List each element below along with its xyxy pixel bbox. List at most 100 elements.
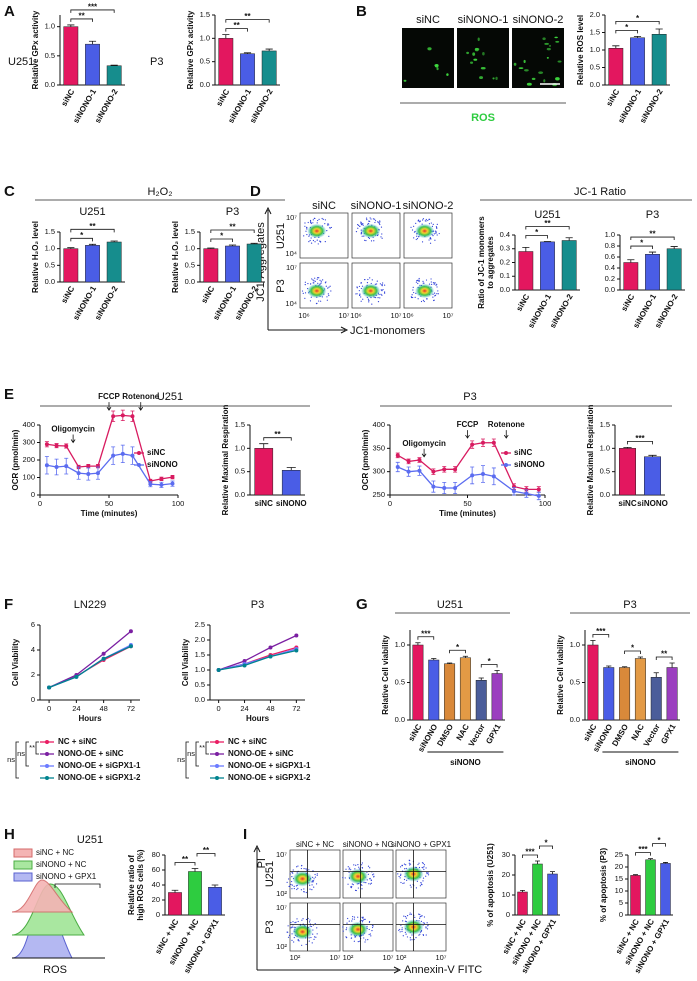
event [380, 236, 382, 238]
event [313, 280, 315, 282]
event [291, 939, 293, 942]
bar [106, 241, 122, 283]
event [319, 300, 322, 302]
y-tick-label: 0.0 [185, 277, 195, 286]
event [362, 919, 364, 922]
sig-label: ** [182, 855, 189, 864]
event [438, 232, 440, 235]
event [378, 222, 380, 224]
legend-label: NONO-OE + siGPX1-2 [228, 773, 311, 782]
point [524, 491, 529, 496]
event [435, 226, 438, 228]
y-axis-label: % of apoptosis (U251) [486, 843, 495, 927]
event [370, 882, 373, 884]
event [297, 887, 299, 889]
point [44, 442, 49, 447]
event [361, 235, 363, 237]
event [364, 941, 366, 943]
legend-marker [45, 752, 49, 756]
group-title: U251 [77, 834, 103, 846]
event [370, 218, 372, 220]
event [425, 218, 427, 221]
event [308, 235, 310, 237]
event [342, 930, 344, 932]
sig-label: ** [274, 430, 281, 439]
event [287, 925, 289, 927]
event [303, 867, 305, 870]
event [360, 223, 363, 226]
event [321, 217, 323, 220]
event [432, 296, 434, 298]
y-tick-label: 2.5 [195, 620, 205, 629]
sig-label: ** [234, 21, 241, 30]
event [409, 860, 411, 862]
y-tick-label: 0 [156, 910, 160, 919]
event [357, 887, 359, 889]
sig-label: ns [177, 755, 185, 764]
flow-tick: 10⁷ [382, 953, 393, 962]
gate [396, 850, 446, 898]
event [328, 286, 330, 288]
col-label: siNC + NC [296, 840, 334, 849]
event [295, 885, 298, 887]
event [364, 239, 366, 241]
flow-tick: 10² [276, 889, 287, 898]
event [402, 882, 404, 885]
event [311, 884, 313, 886]
event [305, 891, 307, 894]
event [384, 284, 386, 286]
y-tick-label: 0.4 [500, 230, 510, 239]
group-label: siNONO [625, 758, 656, 767]
chart-title: P3 [251, 599, 264, 611]
y-tick-label: 0.0 [600, 490, 610, 499]
event [382, 288, 384, 291]
group-title: H₂O₂ [147, 186, 172, 198]
sig-label: *** [88, 2, 98, 11]
event [357, 227, 359, 229]
y-tick-label: 1.5 [185, 227, 195, 236]
event [423, 868, 425, 871]
point [470, 442, 475, 447]
event [379, 221, 381, 223]
event [384, 291, 386, 293]
event [400, 874, 402, 877]
event [429, 218, 431, 220]
panel-letter: A [4, 3, 15, 20]
annotation-arrow [70, 434, 76, 444]
event [308, 940, 310, 942]
sig-bracket [539, 845, 553, 849]
col-label: siNONO-2 [403, 200, 454, 212]
chart-title: LN229 [74, 599, 106, 611]
cell [477, 37, 480, 42]
annotation: FCCP [98, 392, 120, 401]
x-tick-label: DMSO [610, 723, 630, 748]
event [287, 936, 290, 938]
sig-label: *** [638, 845, 648, 854]
event [436, 234, 438, 236]
event [315, 302, 318, 305]
event [420, 920, 422, 922]
event [434, 239, 436, 241]
y-tick-label: 0.0 [45, 80, 55, 89]
sig-bracket [195, 741, 199, 767]
legend-marker [137, 463, 141, 467]
group-title: P3 [623, 599, 636, 611]
group-title: P3 [463, 391, 476, 403]
event [309, 221, 312, 223]
sig-label: *** [421, 629, 431, 638]
legend-label: siNC [514, 448, 532, 457]
sig-bracket [652, 843, 666, 847]
cell [403, 79, 407, 82]
event [367, 298, 370, 300]
density [361, 283, 381, 299]
event [409, 939, 411, 941]
y-tick-label: 40 [152, 880, 160, 889]
cell [513, 62, 517, 66]
sig-label: * [456, 643, 460, 652]
event [355, 293, 357, 295]
cell [555, 40, 560, 43]
panel-letters: A B C D E F G H I [4, 3, 368, 843]
y-tick-label: 1.0 [195, 665, 205, 674]
bar [644, 456, 661, 496]
x-tick-label: 72 [292, 704, 300, 713]
